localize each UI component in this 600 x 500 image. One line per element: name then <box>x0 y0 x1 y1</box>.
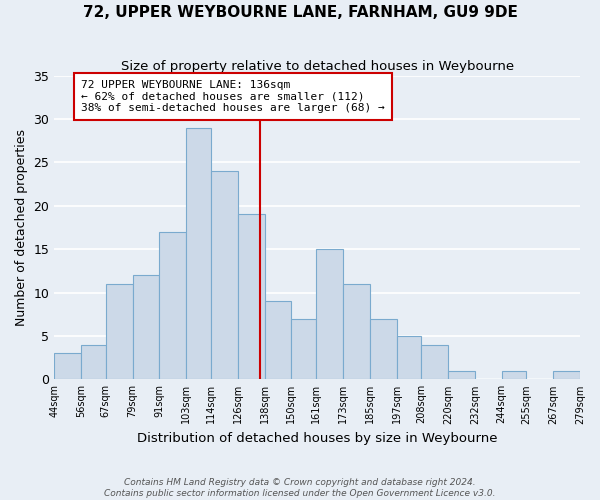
Title: Size of property relative to detached houses in Weybourne: Size of property relative to detached ho… <box>121 60 514 73</box>
Bar <box>106 284 133 380</box>
Bar <box>265 301 292 380</box>
Y-axis label: Number of detached properties: Number of detached properties <box>15 129 28 326</box>
Bar <box>316 249 343 380</box>
Bar <box>238 214 265 380</box>
Bar <box>502 370 526 380</box>
Bar <box>397 336 421 380</box>
X-axis label: Distribution of detached houses by size in Weybourne: Distribution of detached houses by size … <box>137 432 497 445</box>
Bar <box>54 354 81 380</box>
Bar <box>421 344 448 380</box>
Bar <box>133 275 160 380</box>
Text: 72, UPPER WEYBOURNE LANE, FARNHAM, GU9 9DE: 72, UPPER WEYBOURNE LANE, FARNHAM, GU9 9… <box>83 5 517 20</box>
Bar <box>343 284 370 380</box>
Bar <box>292 318 316 380</box>
Bar <box>370 318 397 380</box>
Text: 72 UPPER WEYBOURNE LANE: 136sqm
← 62% of detached houses are smaller (112)
38% o: 72 UPPER WEYBOURNE LANE: 136sqm ← 62% of… <box>81 80 385 113</box>
Bar <box>186 128 211 380</box>
Bar <box>448 370 475 380</box>
Bar <box>553 370 580 380</box>
Bar <box>81 344 106 380</box>
Bar <box>211 171 238 380</box>
Text: Contains HM Land Registry data © Crown copyright and database right 2024.
Contai: Contains HM Land Registry data © Crown c… <box>104 478 496 498</box>
Bar <box>160 232 186 380</box>
